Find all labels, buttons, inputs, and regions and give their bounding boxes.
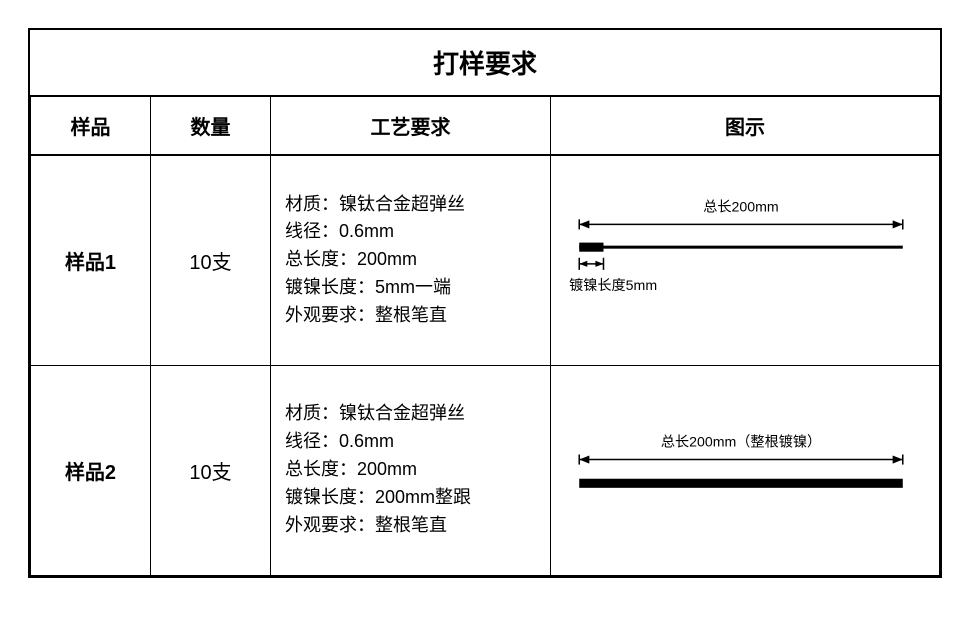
header-req: 工艺要求 xyxy=(271,97,551,155)
req-line: 总长度：200mm xyxy=(285,456,536,484)
table-row: 样品2 10支 材质：镍钛合金超弹丝 线径：0.6mm 总长度：200mm 镀镍… xyxy=(31,365,940,575)
sample-diagram: 总长200mm 镀镍长度5mm xyxy=(551,155,940,365)
wire-diagram-2: 总长200mm（整根镀镍） xyxy=(559,412,923,523)
sample-name: 样品1 xyxy=(31,155,151,365)
sample-diagram: 总长200mm（整根镀镍） xyxy=(551,365,940,575)
spec-table-container: 打样要求 样品 数量 工艺要求 图示 样品1 10支 材质：镍钛合金超弹丝 线径… xyxy=(28,28,942,578)
sample-requirements: 材质：镍钛合金超弹丝 线径：0.6mm 总长度：200mm 镀镍长度：200mm… xyxy=(271,365,551,575)
title-row: 打样要求 xyxy=(30,30,940,97)
sample-name: 样品2 xyxy=(31,365,151,575)
plating-length-label: 镀镍长度5mm xyxy=(569,277,657,293)
req-line: 线径：0.6mm xyxy=(285,428,536,456)
req-line: 外观要求：整根笔直 xyxy=(285,512,536,540)
page-title: 打样要求 xyxy=(433,49,537,79)
req-line: 镀镍长度：200mm整跟 xyxy=(285,484,536,512)
req-line: 材质：镍钛合金超弹丝 xyxy=(285,400,536,428)
spec-table: 样品 数量 工艺要求 图示 样品1 10支 材质：镍钛合金超弹丝 线径：0.6m… xyxy=(30,97,940,576)
req-line: 线径：0.6mm xyxy=(285,218,536,246)
header-row: 样品 数量 工艺要求 图示 xyxy=(31,97,940,155)
req-line: 外观要求：整根笔直 xyxy=(285,302,536,330)
header-qty: 数量 xyxy=(151,97,271,155)
req-line: 镀镍长度：5mm一端 xyxy=(285,274,536,302)
req-line: 材质：镍钛合金超弹丝 xyxy=(285,191,536,219)
header-diagram: 图示 xyxy=(551,97,940,155)
sample-qty: 10支 xyxy=(151,155,271,365)
sample-requirements: 材质：镍钛合金超弹丝 线径：0.6mm 总长度：200mm 镀镍长度：5mm一端… xyxy=(271,155,551,365)
total-length-label: 总长200mm xyxy=(703,198,778,214)
wire-diagram-1: 总长200mm 镀镍长度5mm xyxy=(559,187,923,329)
total-length-label: 总长200mm（整根镀镍） xyxy=(661,433,821,449)
req-line: 总长度：200mm xyxy=(285,246,536,274)
header-sample: 样品 xyxy=(31,97,151,155)
sample-qty: 10支 xyxy=(151,365,271,575)
table-row: 样品1 10支 材质：镍钛合金超弹丝 线径：0.6mm 总长度：200mm 镀镍… xyxy=(31,155,940,365)
